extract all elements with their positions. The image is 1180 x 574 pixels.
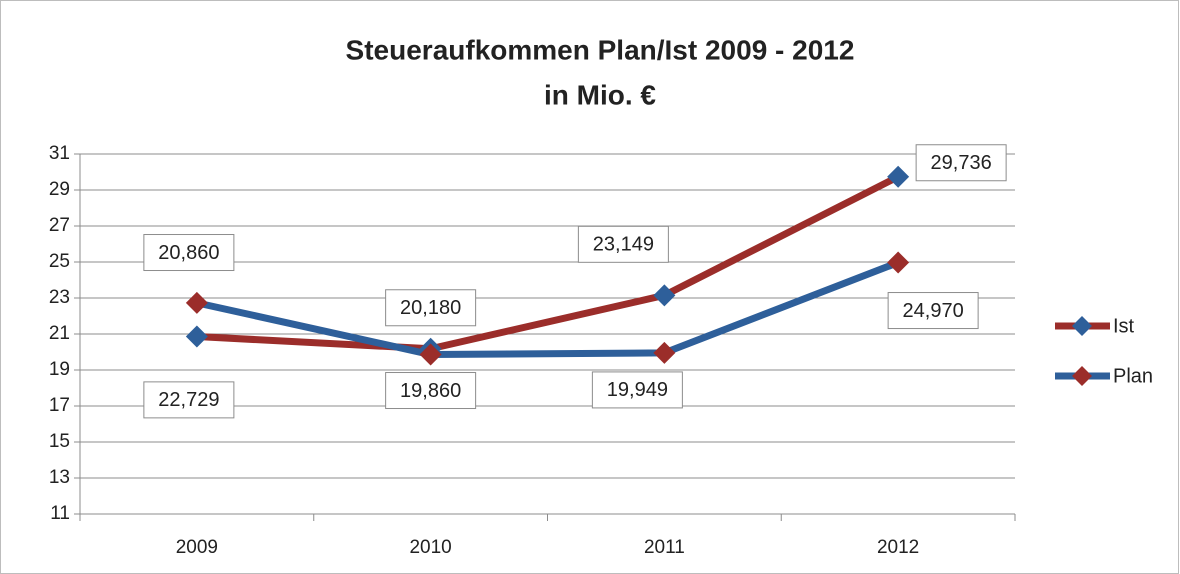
data-label: 20,180 xyxy=(400,297,461,319)
y-tick-label: 19 xyxy=(49,359,70,380)
chart-title: in Mio. € xyxy=(544,79,656,110)
data-label: 22,729 xyxy=(158,389,219,411)
data-label-box xyxy=(385,289,477,327)
x-tick-label: 2012 xyxy=(877,537,919,558)
data-label: 20,860 xyxy=(158,242,219,264)
data-label-box xyxy=(887,292,979,330)
data-label-box xyxy=(143,381,235,419)
data-label-box xyxy=(385,372,477,410)
x-tick-label: 2009 xyxy=(176,537,218,558)
y-tick-label: 17 xyxy=(49,395,70,416)
x-tick-label: 2011 xyxy=(644,537,685,558)
y-tick-label: 15 xyxy=(49,431,70,452)
data-point xyxy=(185,325,208,348)
legend-marker xyxy=(1072,316,1092,336)
y-tick-label: 21 xyxy=(49,323,70,344)
x-tick-label: 2010 xyxy=(409,537,451,558)
data-label-box xyxy=(577,225,669,263)
data-label-box xyxy=(591,371,683,409)
data-point xyxy=(887,165,910,188)
y-tick-label: 13 xyxy=(49,467,70,488)
legend-label: Plan xyxy=(1113,365,1153,387)
legend-marker xyxy=(1072,366,1092,386)
data-label-box xyxy=(143,234,235,272)
data-point xyxy=(653,284,676,307)
y-tick-label: 29 xyxy=(49,179,70,200)
data-point xyxy=(887,251,910,274)
y-tick-label: 23 xyxy=(49,287,70,308)
y-tick-label: 11 xyxy=(50,503,70,524)
y-tick-label: 27 xyxy=(49,215,70,236)
y-tick-label: 25 xyxy=(49,251,70,272)
data-label: 19,949 xyxy=(607,379,668,401)
series-line xyxy=(196,259,900,359)
data-label: 24,970 xyxy=(903,300,964,322)
data-label-box xyxy=(915,144,1007,182)
legend-label: Ist xyxy=(1113,315,1135,337)
data-label: 23,149 xyxy=(593,234,654,256)
data-label: 29,736 xyxy=(931,152,992,174)
series-line xyxy=(196,173,900,353)
chart-title: Steueraufkommen Plan/Ist 2009 - 2012 xyxy=(346,34,855,65)
data-point xyxy=(419,343,442,366)
data-label: 19,860 xyxy=(400,380,461,402)
data-point xyxy=(185,291,208,314)
data-point xyxy=(653,341,676,364)
y-tick-label: 31 xyxy=(49,143,70,164)
